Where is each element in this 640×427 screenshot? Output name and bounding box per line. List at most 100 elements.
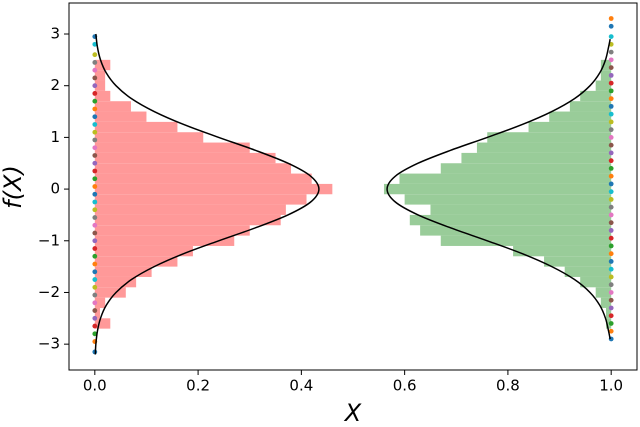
histogram-bar (430, 204, 612, 215)
point (608, 235, 614, 241)
point (92, 253, 98, 259)
axes-frame (68, 2, 638, 371)
histogram-bar (94, 245, 193, 257)
point (92, 106, 98, 112)
histogram-bar (595, 287, 612, 298)
point (608, 34, 614, 39)
histogram-bar (600, 297, 612, 308)
point (608, 212, 614, 218)
point (608, 134, 614, 140)
point (92, 75, 98, 81)
histogram-bar (580, 90, 612, 102)
histogram-bar (595, 80, 612, 91)
y-tick-label: 3 (50, 25, 60, 43)
point (92, 83, 98, 89)
point (92, 238, 98, 244)
histogram-bar (440, 235, 612, 246)
point (608, 328, 614, 334)
histogram-bar (404, 194, 612, 205)
point (92, 168, 98, 174)
histogram-bar (580, 276, 612, 288)
point (608, 321, 614, 326)
point (608, 150, 614, 156)
y-tick-label: 0 (50, 180, 60, 198)
point (608, 251, 614, 257)
point (608, 72, 614, 78)
point (608, 282, 614, 288)
point (92, 60, 98, 65)
point (92, 184, 98, 189)
point (608, 111, 614, 117)
point (92, 207, 98, 213)
point (608, 243, 614, 249)
histogram-bar (600, 59, 612, 71)
point (92, 160, 98, 166)
y-tick-label: −1 (38, 231, 60, 249)
histogram-bar (383, 183, 612, 195)
point (608, 204, 614, 210)
point (92, 277, 98, 282)
x-tick-label: 0.0 (83, 377, 107, 395)
point (92, 222, 98, 228)
histogram-bar (94, 152, 276, 164)
histogram-bar (569, 101, 612, 112)
point (92, 52, 98, 58)
point (92, 137, 98, 143)
point (608, 119, 614, 125)
point (92, 261, 98, 267)
histogram-bar (606, 318, 612, 329)
point (608, 57, 614, 63)
histogram-bar (94, 163, 292, 174)
point (92, 284, 98, 290)
histogram-bar (94, 297, 106, 308)
point (608, 142, 614, 148)
histogram-bar (94, 80, 106, 91)
point (608, 266, 614, 272)
histogram-bar (94, 276, 137, 288)
point (608, 166, 614, 171)
histogram-bar (544, 256, 612, 267)
y-tick-label: −2 (38, 283, 60, 301)
point (608, 290, 614, 295)
y-tick-label: −3 (38, 335, 60, 353)
point (92, 129, 98, 135)
histogram-bar (94, 142, 250, 153)
histogram-bar (94, 204, 286, 215)
point (92, 323, 98, 329)
point (92, 300, 98, 306)
x-tick-label: 0.2 (186, 377, 210, 395)
histogram-bar (94, 70, 106, 81)
histogram-bar (94, 307, 100, 319)
y-axis-label: f(X) (0, 165, 27, 209)
point (608, 197, 614, 202)
histogram-bar (94, 266, 152, 277)
histogram-bar (606, 307, 612, 319)
histogram-bar (94, 318, 111, 329)
y-tick-label: 1 (50, 128, 60, 146)
histogram-bar (94, 132, 204, 143)
histogram-bar (94, 173, 312, 184)
point (608, 103, 614, 109)
density-curve (94, 33, 320, 355)
histogram-bar (94, 287, 126, 298)
histogram-bar (440, 163, 612, 174)
histogram-bar (420, 225, 612, 236)
histogram-bar (399, 173, 612, 184)
point (608, 228, 614, 233)
x-tick-label: 0.8 (496, 377, 520, 395)
histogram-bar (94, 101, 131, 112)
point (92, 230, 98, 236)
histogram-bar (600, 70, 612, 81)
y-tick-label: 2 (50, 76, 60, 94)
point (92, 246, 98, 251)
point (92, 199, 98, 205)
point (92, 67, 98, 73)
x-axis-label: X (343, 399, 362, 427)
point (608, 259, 614, 264)
histogram-bar (94, 111, 147, 122)
histogram-bar (461, 152, 612, 164)
point (608, 65, 614, 71)
point (608, 88, 614, 94)
histogram-bar (94, 214, 281, 226)
